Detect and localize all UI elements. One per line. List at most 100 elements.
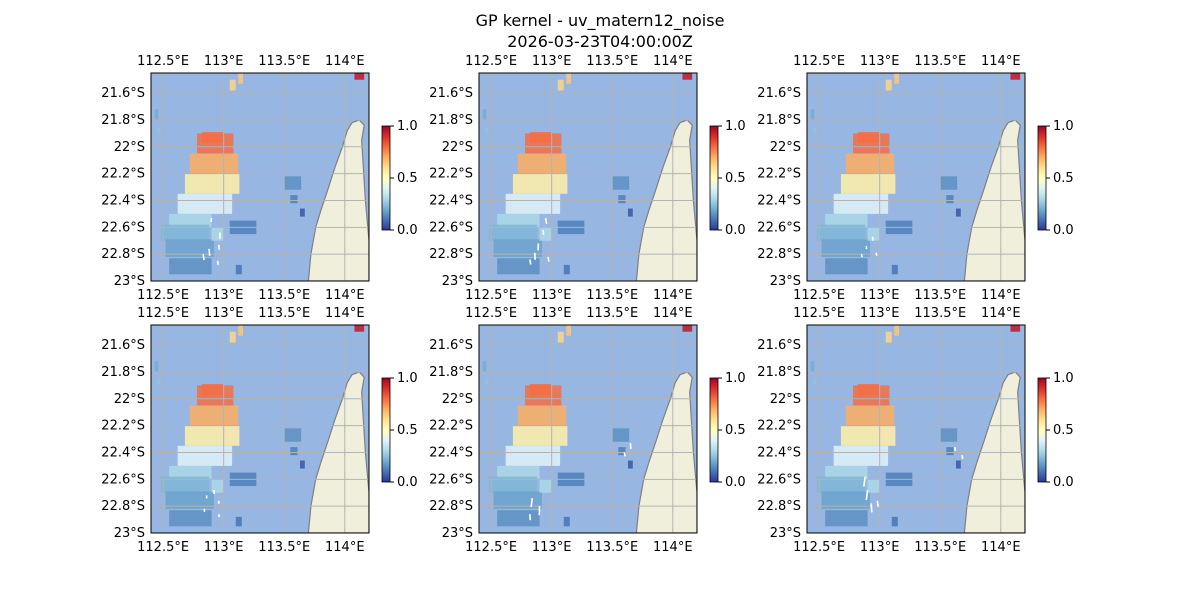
field-cell (160, 224, 210, 241)
colorbar-tick-label: 1.0 (725, 119, 746, 134)
y-tick-label: 22°S (114, 392, 145, 407)
field-cell (891, 264, 898, 275)
field-cell (955, 460, 961, 469)
field-cell (857, 384, 880, 395)
panel-frame (806, 72, 1026, 282)
field-cell (497, 510, 540, 527)
x-tick-label-top: 113°E (860, 54, 900, 69)
field-cell (517, 405, 567, 426)
x-tick-label-bottom: 112.5°E (137, 288, 189, 303)
field-cell (485, 378, 489, 386)
field-cell (612, 176, 630, 190)
map-area (151, 325, 369, 533)
y-tick-label: 22.8°S (101, 247, 145, 262)
field-cell (235, 264, 242, 275)
field-cell (493, 239, 542, 257)
y-tick-label: 23°S (114, 526, 145, 541)
panel-frame (478, 72, 698, 282)
current-arrow (218, 514, 221, 518)
current-arrow (870, 503, 873, 513)
y-tick-label: 22.8°S (429, 499, 473, 514)
colorbar-tick-label: 0.0 (725, 475, 746, 490)
field-cell (940, 176, 958, 190)
current-arrow (529, 259, 532, 265)
field-cell (840, 425, 896, 446)
field-cell (566, 325, 572, 336)
field-cell (894, 325, 900, 336)
field-cell (821, 239, 870, 257)
x-tick-label-top: 113.5°E (914, 54, 966, 69)
field-cell (512, 425, 568, 446)
current-arrow (210, 217, 213, 222)
colorbar-tick-label: 0.5 (397, 423, 418, 438)
x-tick-label-bottom: 113°E (860, 288, 900, 303)
field-cell (618, 195, 626, 204)
field-cell (563, 264, 570, 275)
y-tick-label: 21.6°S (429, 86, 473, 101)
x-tick-label-bottom: 114°E (653, 288, 693, 303)
y-tick-label: 21.6°S (101, 86, 145, 101)
x-tick-label-bottom: 113.5°E (586, 288, 638, 303)
field-cell (497, 213, 540, 228)
field-cell (825, 213, 868, 228)
current-arrow (530, 498, 534, 508)
y-tick-label: 23°S (770, 526, 801, 541)
field-cell (284, 428, 302, 442)
field-cell (682, 73, 693, 80)
field-cell (529, 132, 552, 143)
panel-frame (478, 324, 698, 534)
field-cell (825, 465, 868, 480)
field-cell (488, 476, 538, 493)
x-tick-label-bottom: 114°E (653, 540, 693, 555)
y-tick-label: 22.6°S (101, 220, 145, 235)
y-tick-label: 21.8°S (429, 113, 473, 128)
y-tick-label: 21.8°S (101, 113, 145, 128)
y-tick-label: 22.2°S (101, 419, 145, 434)
map-panel-2: 112.5°E 112.5°E 113°E 113°E 113.5°E 113.5°E 11… (429, 54, 745, 303)
field-cell (299, 460, 305, 469)
x-tick-label-top: 114°E (653, 54, 693, 69)
x-tick-label-bottom: 114°E (981, 288, 1021, 303)
field-cell (299, 208, 305, 217)
x-tick-label-bottom: 114°E (325, 540, 365, 555)
colorbar-tick-label: 0.5 (1053, 171, 1074, 186)
field-cell (211, 479, 224, 493)
field-cell (940, 428, 958, 442)
current-arrow (216, 260, 220, 265)
x-tick-label-top: 113°E (860, 306, 900, 321)
field-cell (229, 79, 236, 91)
field-cell (539, 227, 552, 241)
field-cell (825, 510, 868, 527)
field-cell (201, 132, 224, 143)
x-tick-label-bottom: 113°E (204, 288, 244, 303)
field-cell (165, 239, 214, 257)
y-tick-label: 21.8°S (429, 365, 473, 380)
x-tick-label-bottom: 112.5°E (793, 288, 845, 303)
field-cell (946, 447, 954, 456)
current-arrow (961, 455, 964, 460)
field-cell (169, 258, 212, 275)
x-tick-label-top: 112.5°E (793, 306, 845, 321)
field-cell (284, 176, 302, 190)
x-tick-label-top: 112.5°E (465, 306, 517, 321)
panel-frame (806, 324, 1026, 534)
field-cell (682, 325, 693, 332)
y-tick-label: 22.4°S (429, 193, 473, 208)
field-cell (627, 460, 633, 469)
field-cell (816, 476, 866, 493)
y-tick-label: 23°S (442, 274, 473, 289)
map-area (479, 73, 697, 281)
colorbar-tick-label: 1.0 (1053, 119, 1074, 134)
panel-grid: 112.5°E 112.5°E 113°E 113°E 113.5°E 113.5°E 11… (101, 54, 1073, 555)
y-tick-label: 22.6°S (429, 220, 473, 235)
current-arrow (623, 452, 626, 457)
y-tick-label: 22.2°S (429, 167, 473, 182)
x-tick-label-top: 112.5°E (137, 306, 189, 321)
map-panel-5: 112.5°E 112.5°E 113°E 113°E 113.5°E 113.5°E 11… (429, 306, 745, 555)
field-cell (857, 132, 880, 143)
field-cell (1010, 325, 1021, 332)
x-tick-label-top: 114°E (325, 54, 365, 69)
x-tick-label-bottom: 113.5°E (258, 540, 310, 555)
current-arrow (544, 217, 548, 224)
x-tick-label-top: 112.5°E (793, 54, 845, 69)
